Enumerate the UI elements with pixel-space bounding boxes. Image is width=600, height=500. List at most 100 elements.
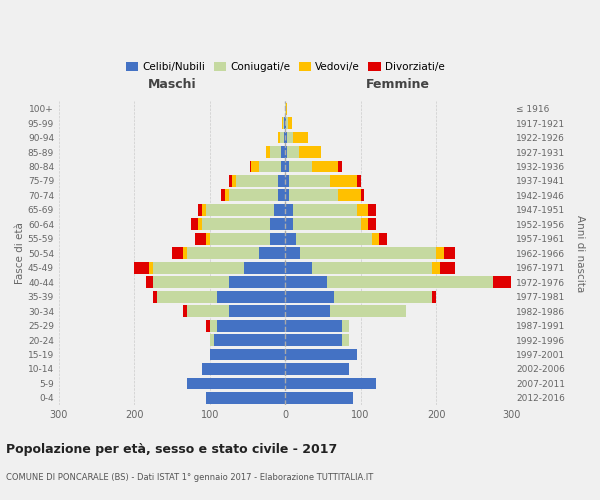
Bar [299,146,322,158]
Bar [285,233,296,244]
Bar [202,218,270,230]
Bar [266,146,270,158]
Bar [217,290,285,302]
Bar [379,233,387,244]
Bar [274,204,285,216]
Bar [278,190,285,202]
Bar [199,218,202,230]
Bar [251,160,259,172]
Bar [338,190,361,202]
Bar [289,190,338,202]
Bar [285,262,311,274]
Bar [229,190,278,202]
Bar [432,262,440,274]
Bar [153,276,229,288]
Bar [285,305,331,317]
Bar [357,204,368,216]
Bar [202,363,285,375]
Bar [285,160,289,172]
Bar [285,363,349,375]
Bar [214,334,285,346]
Bar [493,276,511,288]
Bar [187,248,259,259]
Bar [202,204,206,216]
Bar [236,175,278,187]
Bar [244,262,285,274]
Bar [334,290,432,302]
Bar [311,160,338,172]
Bar [286,117,288,129]
Bar [157,290,217,302]
Bar [288,117,292,129]
Bar [280,132,284,143]
Bar [293,204,357,216]
Bar [372,233,379,244]
Bar [217,320,285,332]
Bar [210,334,214,346]
Bar [342,320,349,332]
Text: Popolazione per età, sesso e stato civile - 2017: Popolazione per età, sesso e stato civil… [6,442,337,456]
Bar [206,392,285,404]
Bar [225,190,229,202]
Text: COMUNE DI PONCARALE (BS) - Dati ISTAT 1° gennaio 2017 - Elaborazione TUTTITALIA.: COMUNE DI PONCARALE (BS) - Dati ISTAT 1°… [6,472,373,482]
Y-axis label: Anni di nascita: Anni di nascita [575,214,585,292]
Bar [206,204,274,216]
Bar [210,348,285,360]
Bar [281,160,285,172]
Bar [285,175,289,187]
Bar [221,190,225,202]
Bar [311,262,432,274]
Bar [285,248,300,259]
Bar [259,160,281,172]
Bar [443,248,455,259]
Bar [357,175,361,187]
Bar [278,175,285,187]
Bar [368,204,376,216]
Bar [284,117,285,129]
Bar [229,305,285,317]
Bar [285,218,293,230]
Bar [187,378,285,390]
Text: Femmine: Femmine [367,78,430,92]
Bar [199,204,202,216]
Bar [285,117,286,129]
Bar [270,146,281,158]
Bar [229,276,285,288]
Bar [440,262,455,274]
Bar [285,320,342,332]
Bar [285,276,326,288]
Bar [285,132,287,143]
Bar [153,262,244,274]
Bar [184,248,187,259]
Bar [289,160,311,172]
Bar [432,290,436,302]
Bar [287,146,299,158]
Bar [285,334,342,346]
Bar [270,233,285,244]
Bar [285,348,357,360]
Bar [282,117,283,129]
Bar [281,146,285,158]
Bar [285,146,287,158]
Bar [331,305,406,317]
Bar [172,248,184,259]
Bar [285,378,376,390]
Bar [361,218,368,230]
Bar [250,160,251,172]
Bar [285,392,353,404]
Bar [361,190,364,202]
Bar [149,262,153,274]
Bar [278,132,280,143]
Bar [285,190,289,202]
Bar [285,204,293,216]
Y-axis label: Fasce di età: Fasce di età [15,222,25,284]
Bar [229,175,232,187]
Bar [259,248,285,259]
Bar [210,233,270,244]
Bar [146,276,153,288]
Bar [210,320,217,332]
Bar [342,334,349,346]
Bar [191,218,199,230]
Bar [293,132,308,143]
Bar [232,175,236,187]
